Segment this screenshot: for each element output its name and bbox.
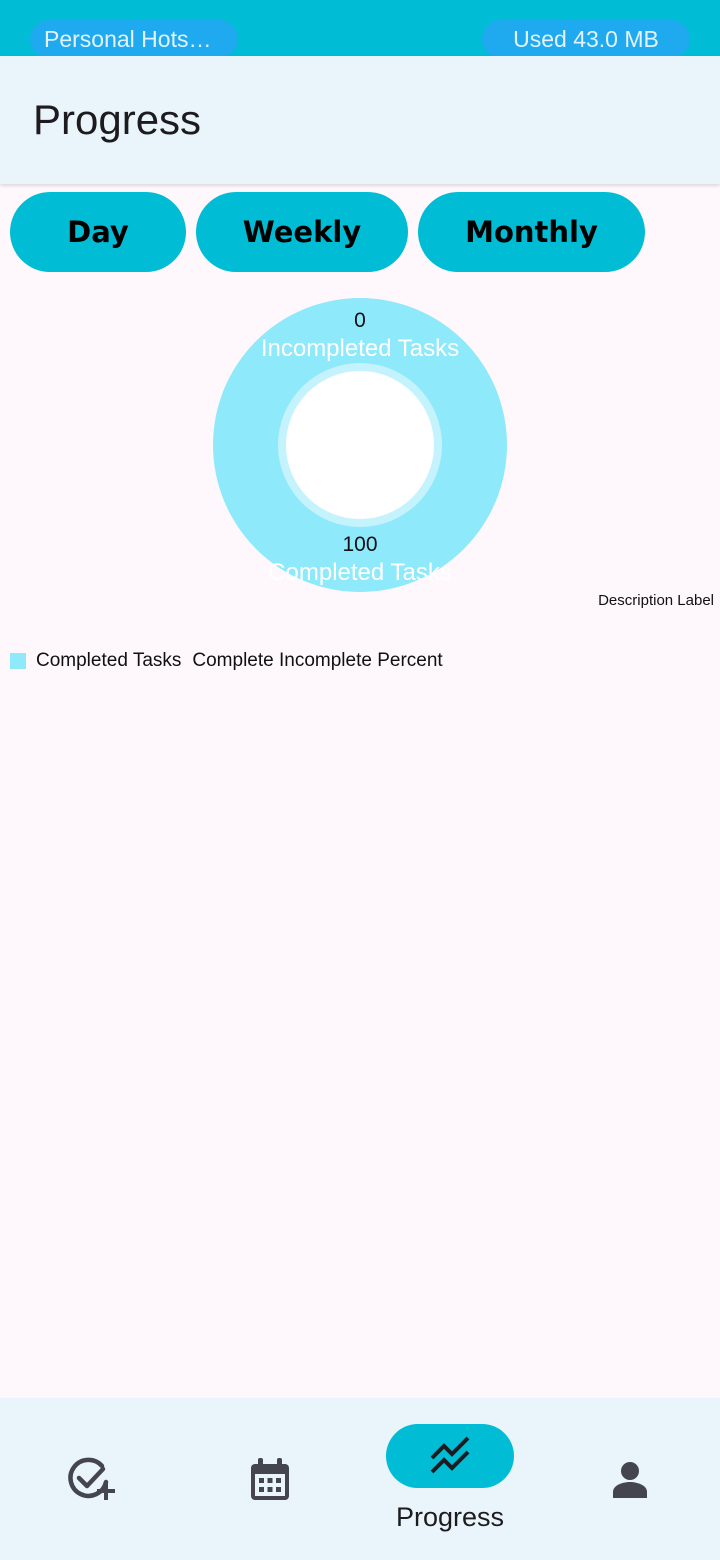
- chart-slice-label-completed-tasks: Completed Tasks: [268, 559, 452, 586]
- trending-icon: [430, 1436, 470, 1474]
- task-progress-donut-chart: 0 Incompleted Tasks 100 Completed Tasks: [213, 298, 507, 592]
- task-add-icon: [68, 1457, 115, 1500]
- page-title: Progress: [33, 96, 202, 143]
- day-button[interactable]: Day: [10, 192, 186, 272]
- donut-hole: [286, 371, 434, 519]
- nav-item-calendar[interactable]: [180, 1398, 360, 1560]
- chart-value-label-completed-tasks: 100: [342, 533, 377, 556]
- bottom-navigation: Progress: [0, 1398, 720, 1560]
- weekly-button[interactable]: Weekly: [196, 192, 408, 272]
- monthly-button[interactable]: Monthly: [418, 192, 645, 272]
- nav-item-add-task[interactable]: [0, 1398, 180, 1560]
- status-bar: Personal Hotspo… Used 43.0 MB: [0, 0, 720, 58]
- nav-label-progress: Progress: [395, 1502, 505, 1532]
- hotspot-status-pill[interactable]: Personal Hotspo…: [30, 20, 238, 58]
- calendar-icon: [251, 1458, 289, 1500]
- legend-entry-percent: Complete Incomplete Percent: [192, 650, 443, 671]
- legend-swatch: [10, 653, 26, 669]
- app-bar: Progress: [0, 56, 720, 184]
- nav-active-indicator: [386, 1424, 514, 1488]
- nav-item-profile[interactable]: [540, 1398, 720, 1560]
- chart-legend: Completed Tasks Complete Incomplete Perc…: [10, 650, 454, 672]
- chart-slice-label-incompleted-tasks: Incompleted Tasks: [261, 335, 459, 362]
- data-usage-pill[interactable]: Used 43.0 MB: [482, 20, 690, 58]
- chart-description-label: Description Label: [598, 592, 714, 609]
- legend-entry-completed: Completed Tasks: [36, 650, 182, 671]
- chart-value-label-incompleted-tasks: 0: [354, 309, 366, 332]
- person-icon: [613, 1462, 647, 1498]
- nav-item-progress[interactable]: [360, 1398, 540, 1560]
